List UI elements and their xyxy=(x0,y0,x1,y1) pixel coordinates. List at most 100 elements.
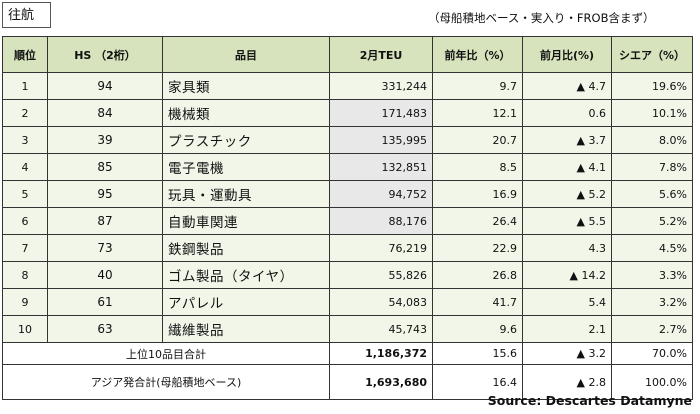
table-row: 3 39 プラスチック 135,995 20.7 ▲ 3.7 8.0% xyxy=(2,126,693,154)
item-name-cell: 玩具・運動具 xyxy=(162,180,330,208)
header-hs: HS （2桁） xyxy=(47,36,163,73)
rank-cell: 3 xyxy=(2,126,48,154)
mom-cell: 0.6 xyxy=(522,99,612,127)
yoy-cell: 20.7 xyxy=(432,126,523,154)
yoy-cell: 12.1 xyxy=(432,99,523,127)
source-credit: Source: Descartes Datamyne xyxy=(487,393,692,408)
rank-cell: 7 xyxy=(2,234,48,262)
rank-cell: 6 xyxy=(2,207,48,235)
item-name-cell: 機械類 xyxy=(162,99,330,127)
mom-cell: 2.1 xyxy=(522,315,612,343)
rank-cell: 10 xyxy=(2,315,48,343)
hs-code-cell: 40 xyxy=(47,261,163,289)
rank-cell: 9 xyxy=(2,288,48,316)
ranking-table: 順位 HS （2桁） 品目 2月TEU 前年比（%） 前月比(%) シエア（%）… xyxy=(2,36,693,400)
mom-cell: ▲ 5.5 xyxy=(522,207,612,235)
mom-cell: ▲ 4.1 xyxy=(522,153,612,181)
hs-code-cell: 85 xyxy=(47,153,163,181)
table-row: 8 40 ゴム製品（タイヤ） 55,826 26.8 ▲ 14.2 3.3% xyxy=(2,261,693,289)
header-yoy: 前年比（%） xyxy=(432,36,523,73)
top10-mom: ▲ 3.2 xyxy=(522,342,612,365)
asia-total-row: アジア発合計(母船積地ベース) 1,693,680 16.4 ▲ 2.8 100… xyxy=(2,364,693,400)
hs-code-cell: 61 xyxy=(47,288,163,316)
table-row: 6 87 自動車関連 88,176 26.4 ▲ 5.5 5.2% xyxy=(2,207,693,235)
teu-cell: 135,995 xyxy=(329,126,433,154)
top10-share: 70.0% xyxy=(611,342,693,365)
rank-cell: 8 xyxy=(2,261,48,289)
header-share: シエア（%） xyxy=(611,36,693,73)
hs-code-cell: 95 xyxy=(47,180,163,208)
item-name-cell: 家具類 xyxy=(162,72,330,100)
table-row: 1 94 家具類 331,244 9.7 ▲ 4.7 19.6% xyxy=(2,72,693,100)
teu-cell: 171,483 xyxy=(329,99,433,127)
item-name-cell: ゴム製品（タイヤ） xyxy=(162,261,330,289)
asia-share: 100.0% xyxy=(611,364,693,400)
table-row: 10 63 繊維製品 45,743 9.6 2.1 2.7% xyxy=(2,315,693,343)
teu-cell: 54,083 xyxy=(329,288,433,316)
header-rank: 順位 xyxy=(2,36,48,73)
yoy-cell: 9.6 xyxy=(432,315,523,343)
yoy-cell: 8.5 xyxy=(432,153,523,181)
share-cell: 5.2% xyxy=(611,207,693,235)
top10-yoy: 15.6 xyxy=(432,342,523,365)
item-name-cell: 電子電機 xyxy=(162,153,330,181)
asia-teu: 1,693,680 xyxy=(329,364,433,400)
rank-cell: 1 xyxy=(2,72,48,100)
item-name-cell: 自動車関連 xyxy=(162,207,330,235)
rank-cell: 4 xyxy=(2,153,48,181)
share-cell: 7.8% xyxy=(611,153,693,181)
direction-tag: 往航 xyxy=(2,2,51,28)
asia-label: アジア発合計(母船積地ベース) xyxy=(2,364,330,400)
share-cell: 2.7% xyxy=(611,315,693,343)
hs-code-cell: 63 xyxy=(47,315,163,343)
top10-teu: 1,186,372 xyxy=(329,342,433,365)
teu-cell: 45,743 xyxy=(329,315,433,343)
header-item: 品目 xyxy=(162,36,330,73)
teu-cell: 55,826 xyxy=(329,261,433,289)
yoy-cell: 41.7 xyxy=(432,288,523,316)
teu-cell: 88,176 xyxy=(329,207,433,235)
teu-cell: 132,851 xyxy=(329,153,433,181)
top10-total-row: 上位10品目合計 1,186,372 15.6 ▲ 3.2 70.0% xyxy=(2,342,693,365)
mom-cell: ▲ 3.7 xyxy=(522,126,612,154)
teu-cell: 94,752 xyxy=(329,180,433,208)
table-row: 9 61 アパレル 54,083 41.7 5.4 3.2% xyxy=(2,288,693,316)
rank-cell: 2 xyxy=(2,99,48,127)
mom-cell: ▲ 5.2 xyxy=(522,180,612,208)
item-name-cell: アパレル xyxy=(162,288,330,316)
mom-cell: ▲ 4.7 xyxy=(522,72,612,100)
hs-code-cell: 84 xyxy=(47,99,163,127)
header-teu: 2月TEU xyxy=(329,36,433,73)
header-mom: 前月比(%) xyxy=(522,36,612,73)
hs-code-cell: 87 xyxy=(47,207,163,235)
table-row: 7 73 鉄鋼製品 76,219 22.9 4.3 4.5% xyxy=(2,234,693,262)
teu-cell: 331,244 xyxy=(329,72,433,100)
teu-cell: 76,219 xyxy=(329,234,433,262)
header-row: 順位 HS （2桁） 品目 2月TEU 前年比（%） 前月比(%) シエア（%） xyxy=(2,36,693,73)
asia-yoy: 16.4 xyxy=(432,364,523,400)
hs-code-cell: 39 xyxy=(47,126,163,154)
item-name-cell: プラスチック xyxy=(162,126,330,154)
share-cell: 3.3% xyxy=(611,261,693,289)
table-row: 2 84 機械類 171,483 12.1 0.6 10.1% xyxy=(2,99,693,127)
yoy-cell: 26.8 xyxy=(432,261,523,289)
share-cell: 10.1% xyxy=(611,99,693,127)
top10-label: 上位10品目合計 xyxy=(2,342,330,365)
mom-cell: 4.3 xyxy=(522,234,612,262)
item-name-cell: 繊維製品 xyxy=(162,315,330,343)
hs-code-cell: 94 xyxy=(47,72,163,100)
share-cell: 3.2% xyxy=(611,288,693,316)
table-row: 4 85 電子電機 132,851 8.5 ▲ 4.1 7.8% xyxy=(2,153,693,181)
yoy-cell: 22.9 xyxy=(432,234,523,262)
share-cell: 5.6% xyxy=(611,180,693,208)
yoy-cell: 16.9 xyxy=(432,180,523,208)
hs-code-cell: 73 xyxy=(47,234,163,262)
yoy-cell: 9.7 xyxy=(432,72,523,100)
item-name-cell: 鉄鋼製品 xyxy=(162,234,330,262)
yoy-cell: 26.4 xyxy=(432,207,523,235)
share-cell: 19.6% xyxy=(611,72,693,100)
mom-cell: ▲ 14.2 xyxy=(522,261,612,289)
rank-cell: 5 xyxy=(2,180,48,208)
mom-cell: 5.4 xyxy=(522,288,612,316)
share-cell: 4.5% xyxy=(611,234,693,262)
